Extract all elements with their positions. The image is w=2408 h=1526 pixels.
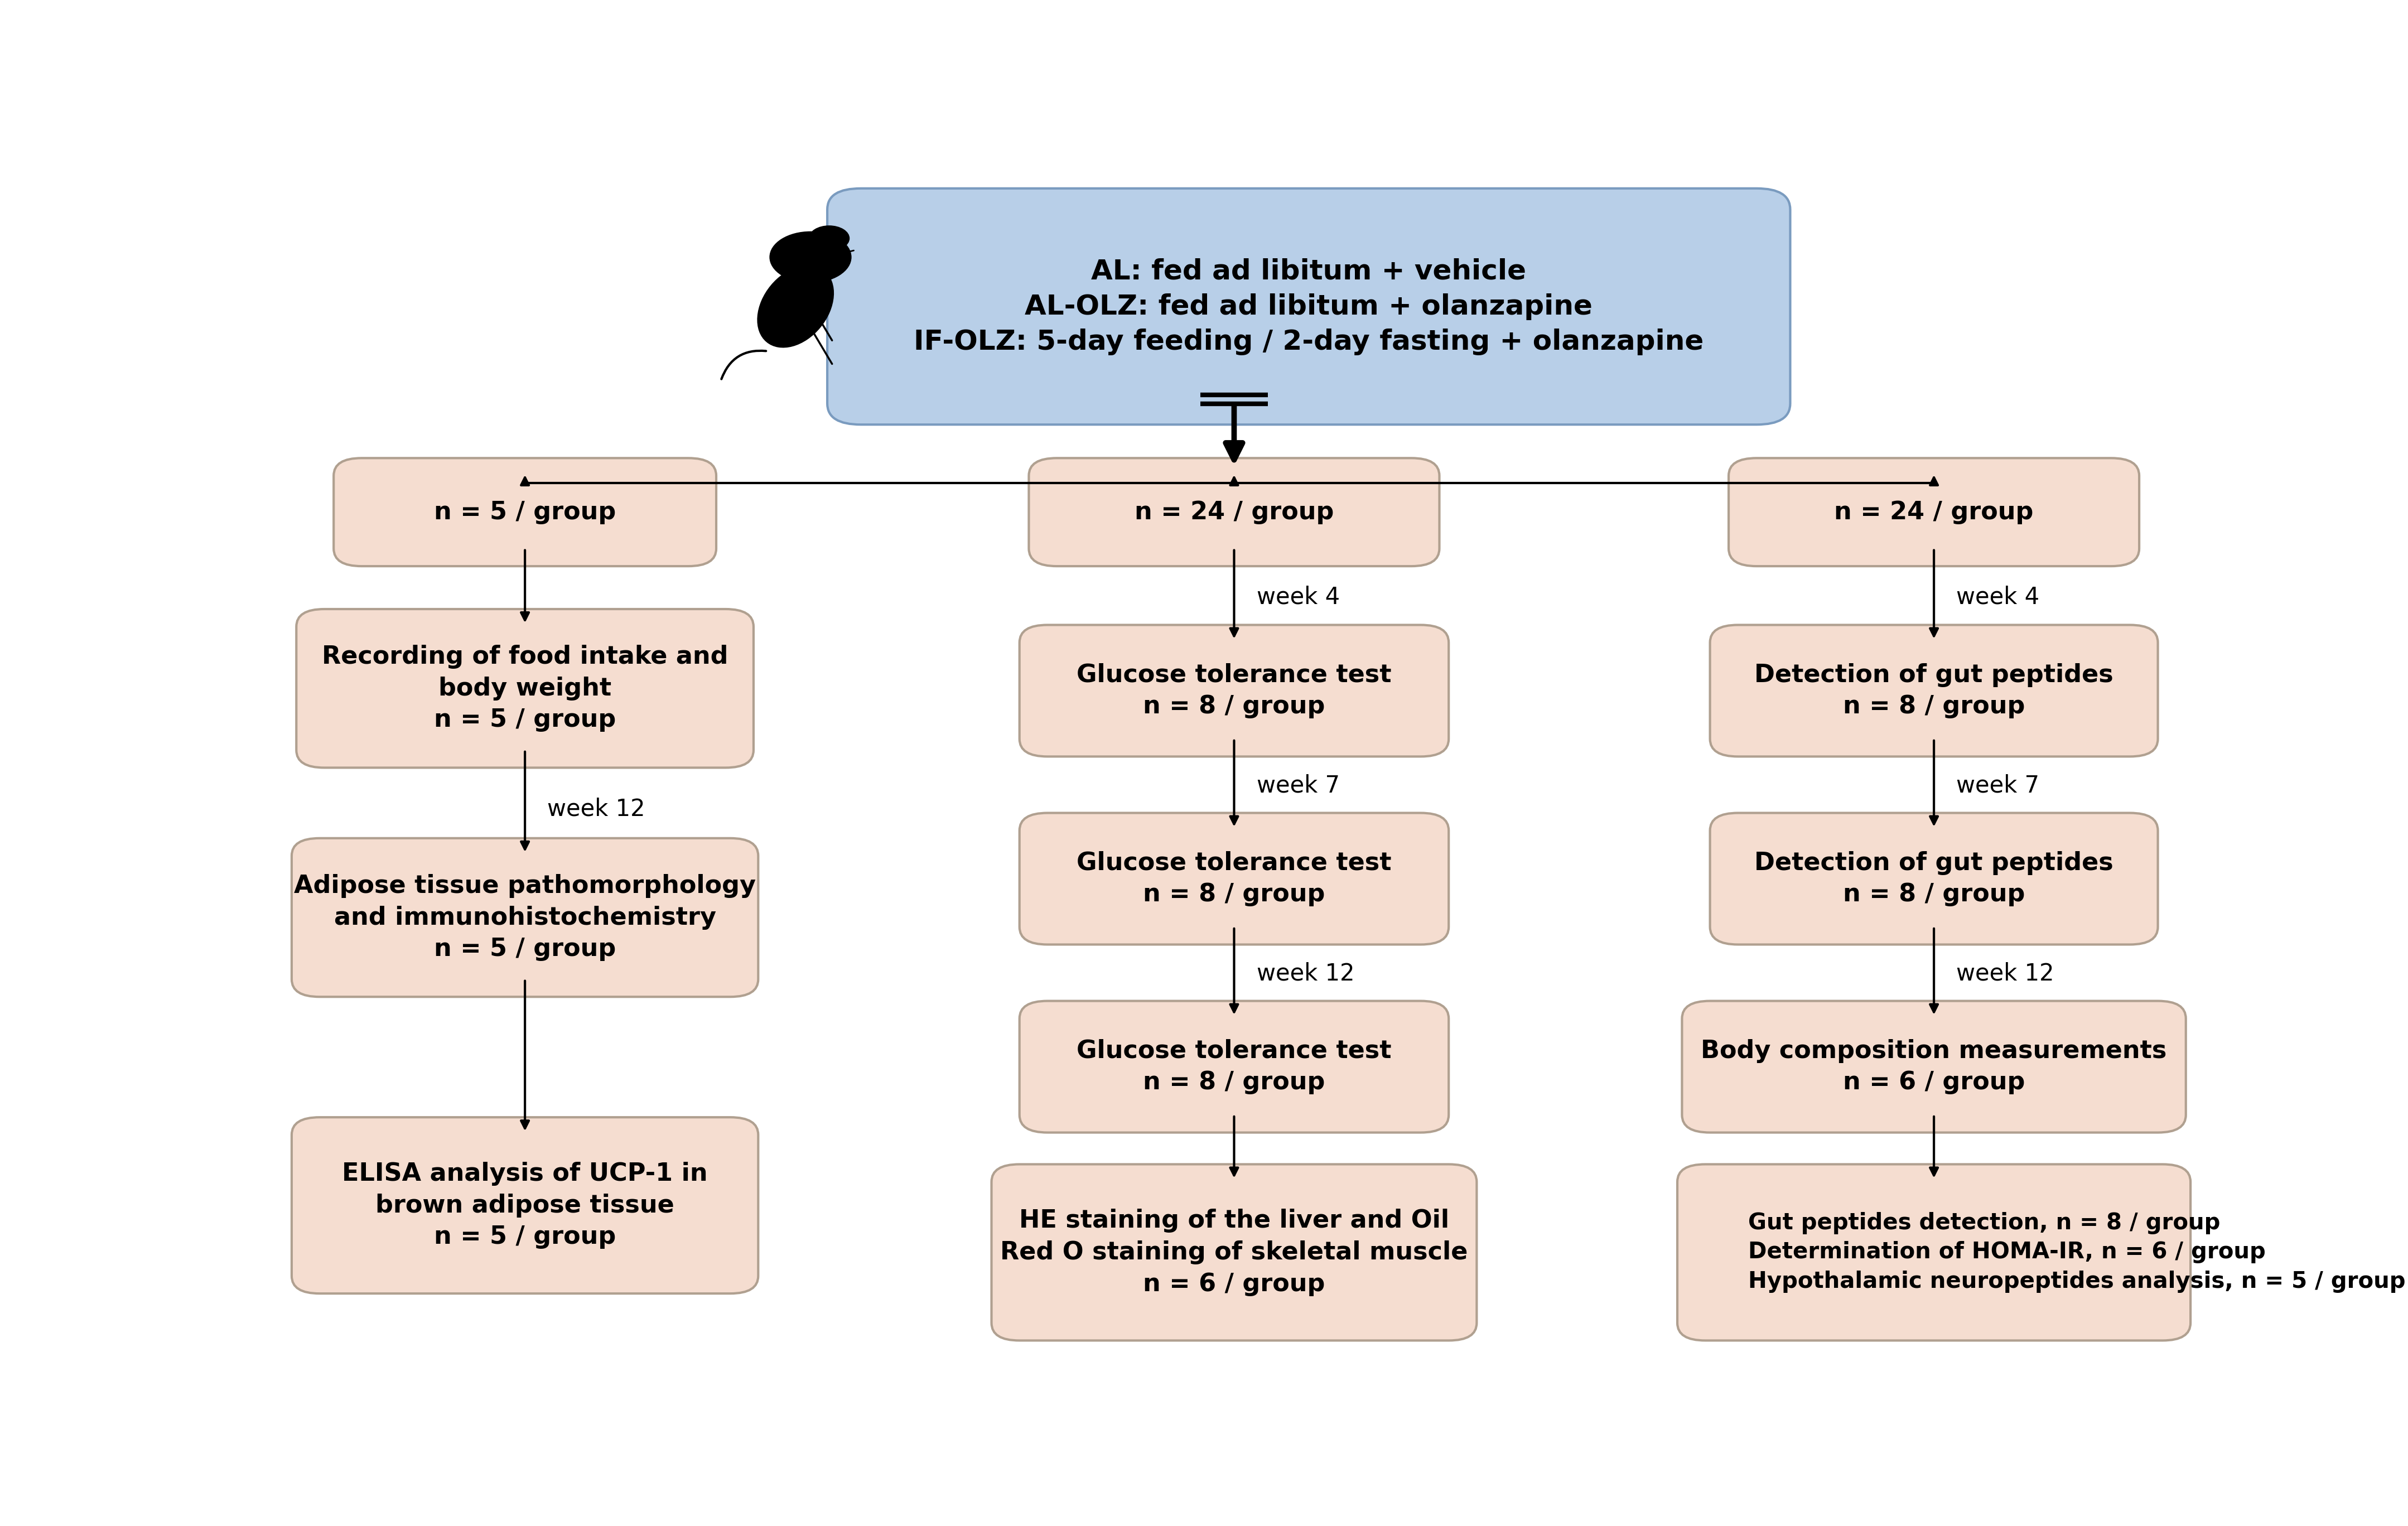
Ellipse shape: [756, 266, 833, 348]
Circle shape: [809, 226, 850, 252]
Text: week 7: week 7: [1257, 774, 1339, 797]
FancyBboxPatch shape: [291, 838, 759, 996]
FancyBboxPatch shape: [1019, 1001, 1450, 1132]
FancyBboxPatch shape: [828, 188, 1789, 424]
Text: Glucose tolerance test
n = 8 / group: Glucose tolerance test n = 8 / group: [1076, 852, 1392, 906]
Text: n = 24 / group: n = 24 / group: [1835, 501, 2035, 523]
Circle shape: [771, 232, 852, 282]
Text: Gut peptides detection, n = 8 / group
Determination of HOMA-IR, n = 6 / group
Hy: Gut peptides detection, n = 8 / group De…: [1748, 1212, 2406, 1293]
Text: ELISA analysis of UCP-1 in
brown adipose tissue
n = 5 / group: ELISA analysis of UCP-1 in brown adipose…: [342, 1161, 708, 1248]
FancyBboxPatch shape: [1028, 458, 1440, 566]
FancyBboxPatch shape: [1019, 813, 1450, 945]
Text: Detection of gut peptides
n = 8 / group: Detection of gut peptides n = 8 / group: [1755, 852, 2114, 906]
FancyBboxPatch shape: [1019, 626, 1450, 757]
Text: AL: fed ad libitum + vehicle
AL-OLZ: fed ad libitum + olanzapine
IF-OLZ: 5-day f: AL: fed ad libitum + vehicle AL-OLZ: fed…: [913, 258, 1705, 356]
Text: Glucose tolerance test
n = 8 / group: Glucose tolerance test n = 8 / group: [1076, 1039, 1392, 1094]
FancyBboxPatch shape: [296, 609, 754, 768]
FancyBboxPatch shape: [1710, 813, 2158, 945]
Text: week 12: week 12: [1257, 961, 1353, 986]
Text: week 4: week 4: [1955, 586, 2040, 609]
Text: Glucose tolerance test
n = 8 / group: Glucose tolerance test n = 8 / group: [1076, 662, 1392, 719]
Text: Recording of food intake and
body weight
n = 5 / group: Recording of food intake and body weight…: [323, 645, 727, 732]
FancyBboxPatch shape: [335, 458, 715, 566]
Text: n = 24 / group: n = 24 / group: [1134, 501, 1334, 523]
Text: week 4: week 4: [1257, 586, 1339, 609]
Text: week 7: week 7: [1955, 774, 2040, 797]
Text: n = 5 / group: n = 5 / group: [433, 501, 616, 523]
Text: week 12: week 12: [1955, 961, 2054, 986]
Text: HE staining of the liver and Oil
Red O staining of skeletal muscle
n = 6 / group: HE staining of the liver and Oil Red O s…: [999, 1209, 1469, 1296]
Text: Adipose tissue pathomorphology
and immunohistochemistry
n = 5 / group: Adipose tissue pathomorphology and immun…: [294, 874, 756, 961]
Text: Body composition measurements
n = 6 / group: Body composition measurements n = 6 / gr…: [1700, 1039, 2167, 1094]
FancyBboxPatch shape: [1678, 1164, 2191, 1340]
Text: Detection of gut peptides
n = 8 / group: Detection of gut peptides n = 8 / group: [1755, 662, 2114, 719]
FancyBboxPatch shape: [1681, 1001, 2186, 1132]
FancyBboxPatch shape: [291, 1117, 759, 1294]
Text: week 12: week 12: [547, 797, 645, 821]
FancyBboxPatch shape: [992, 1164, 1476, 1340]
FancyBboxPatch shape: [1710, 626, 2158, 757]
FancyBboxPatch shape: [1729, 458, 2138, 566]
